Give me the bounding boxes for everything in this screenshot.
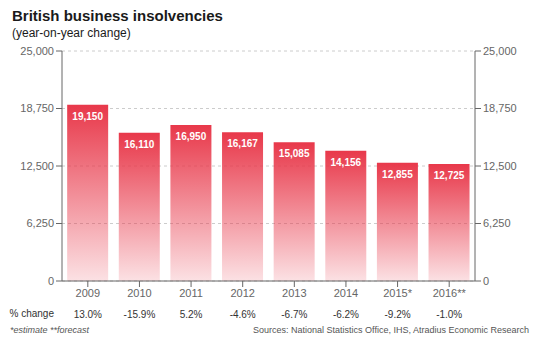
svg-text:% change: % change: [10, 308, 55, 319]
svg-text:12,500: 12,500: [483, 160, 517, 172]
html-text:Sources: National Statistics O: Sources: National Statistics Office, IHS…: [253, 325, 529, 335]
svg-text:2015*: 2015*: [383, 287, 412, 299]
svg-text:25,000: 25,000: [20, 45, 54, 57]
svg-text:-6.7%: -6.7%: [281, 309, 307, 320]
svg-text:-4.6%: -4.6%: [230, 309, 256, 320]
svg-text:-15.9%: -15.9%: [124, 309, 156, 320]
svg-text:-9.2%: -9.2%: [385, 309, 411, 320]
svg-text:14,156: 14,156: [330, 157, 361, 168]
svg-text:2013: 2013: [282, 287, 306, 299]
svg-text:18,750: 18,750: [20, 102, 54, 114]
svg-text:2016**: 2016**: [433, 287, 467, 299]
svg-text:5.2%: 5.2%: [180, 309, 203, 320]
svg-text:18,750: 18,750: [483, 102, 517, 114]
svg-text:0: 0: [483, 275, 489, 287]
svg-text:12,855: 12,855: [382, 169, 413, 180]
svg-text:2011: 2011: [179, 287, 203, 299]
svg-text:6,250: 6,250: [483, 217, 511, 229]
svg-text:12,500: 12,500: [20, 160, 54, 172]
svg-text:16,950: 16,950: [176, 131, 207, 142]
html-text:British business insolvencies: British business insolvencies: [12, 7, 223, 24]
svg-text:2010: 2010: [127, 287, 151, 299]
svg-text:13.0%: 13.0%: [74, 309, 102, 320]
svg-text:2014: 2014: [334, 287, 358, 299]
svg-text:2009: 2009: [76, 287, 100, 299]
svg-text:25,000: 25,000: [483, 45, 517, 57]
svg-text:6,250: 6,250: [26, 217, 54, 229]
html-text:(year-on-year change): (year-on-year change): [12, 26, 131, 40]
svg-text:19,150: 19,150: [72, 111, 103, 122]
svg-text:15,085: 15,085: [279, 148, 310, 159]
svg-text:-1.0%: -1.0%: [436, 309, 462, 320]
svg-text:0: 0: [48, 275, 54, 287]
svg-text:-6.2%: -6.2%: [333, 309, 359, 320]
svg-text:2012: 2012: [230, 287, 254, 299]
html-text:*estimate **forecast: *estimate **forecast: [10, 325, 89, 335]
svg-text:16,167: 16,167: [227, 138, 258, 149]
svg-text:12,725: 12,725: [434, 170, 465, 181]
svg-text:16,110: 16,110: [124, 139, 154, 150]
